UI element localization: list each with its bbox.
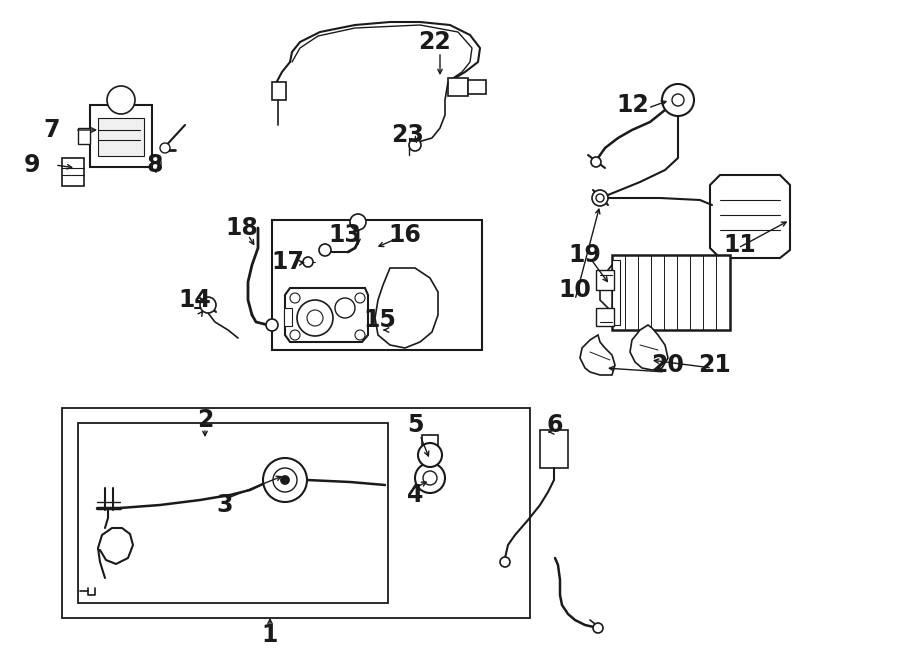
Circle shape [593,623,603,633]
Circle shape [409,139,421,151]
Text: 13: 13 [328,223,362,247]
Text: 9: 9 [23,153,40,177]
Text: 7: 7 [44,118,60,142]
Circle shape [591,157,601,167]
Circle shape [319,244,331,256]
Polygon shape [375,268,438,348]
Text: 17: 17 [272,250,304,274]
Text: 1: 1 [262,623,278,647]
Circle shape [160,143,170,153]
Text: 11: 11 [724,233,756,257]
Text: 16: 16 [389,223,421,247]
Circle shape [500,557,510,567]
Bar [596,270,614,290]
Polygon shape [285,288,368,342]
Text: 10: 10 [559,278,591,302]
Circle shape [335,298,355,318]
Text: 6: 6 [547,413,563,437]
Circle shape [266,319,278,331]
Text: 21: 21 [698,353,732,377]
Polygon shape [710,175,790,258]
Bar [540,430,568,468]
Circle shape [423,471,437,485]
Circle shape [107,86,135,114]
Circle shape [200,297,216,313]
Circle shape [355,330,365,340]
Circle shape [415,463,445,493]
Text: 14: 14 [178,288,212,312]
Bar [90,105,152,167]
Circle shape [592,190,608,206]
Circle shape [355,293,365,303]
Circle shape [263,458,307,502]
Circle shape [297,300,333,336]
Text: 22: 22 [418,30,452,54]
Circle shape [596,194,604,202]
Bar [78,128,90,144]
Circle shape [672,94,684,106]
Text: 2: 2 [197,408,213,432]
Bar [98,118,144,156]
Bar [272,82,286,100]
Bar [612,260,620,325]
Bar [612,255,730,330]
Circle shape [662,84,694,116]
Circle shape [307,310,323,326]
Text: 18: 18 [226,216,258,240]
Circle shape [350,214,366,230]
Circle shape [281,476,289,484]
Text: 20: 20 [652,353,684,377]
Bar [284,308,292,326]
Bar [272,220,482,350]
Bar [596,308,614,326]
Circle shape [290,293,300,303]
Bar [62,408,530,618]
Text: 12: 12 [616,93,650,117]
Text: 19: 19 [569,243,601,267]
Bar [62,158,84,186]
Polygon shape [630,325,668,370]
Bar [78,423,388,603]
Text: 8: 8 [147,153,163,177]
Circle shape [418,443,442,467]
Circle shape [303,257,313,267]
Text: 4: 4 [407,483,423,507]
Bar [448,78,468,96]
Text: 23: 23 [392,123,425,147]
Text: 5: 5 [407,413,423,437]
Text: 15: 15 [364,308,396,332]
Text: 3: 3 [217,493,233,517]
Bar [422,435,438,445]
Bar [468,80,486,94]
Circle shape [273,468,297,492]
Circle shape [290,330,300,340]
Polygon shape [580,335,615,375]
